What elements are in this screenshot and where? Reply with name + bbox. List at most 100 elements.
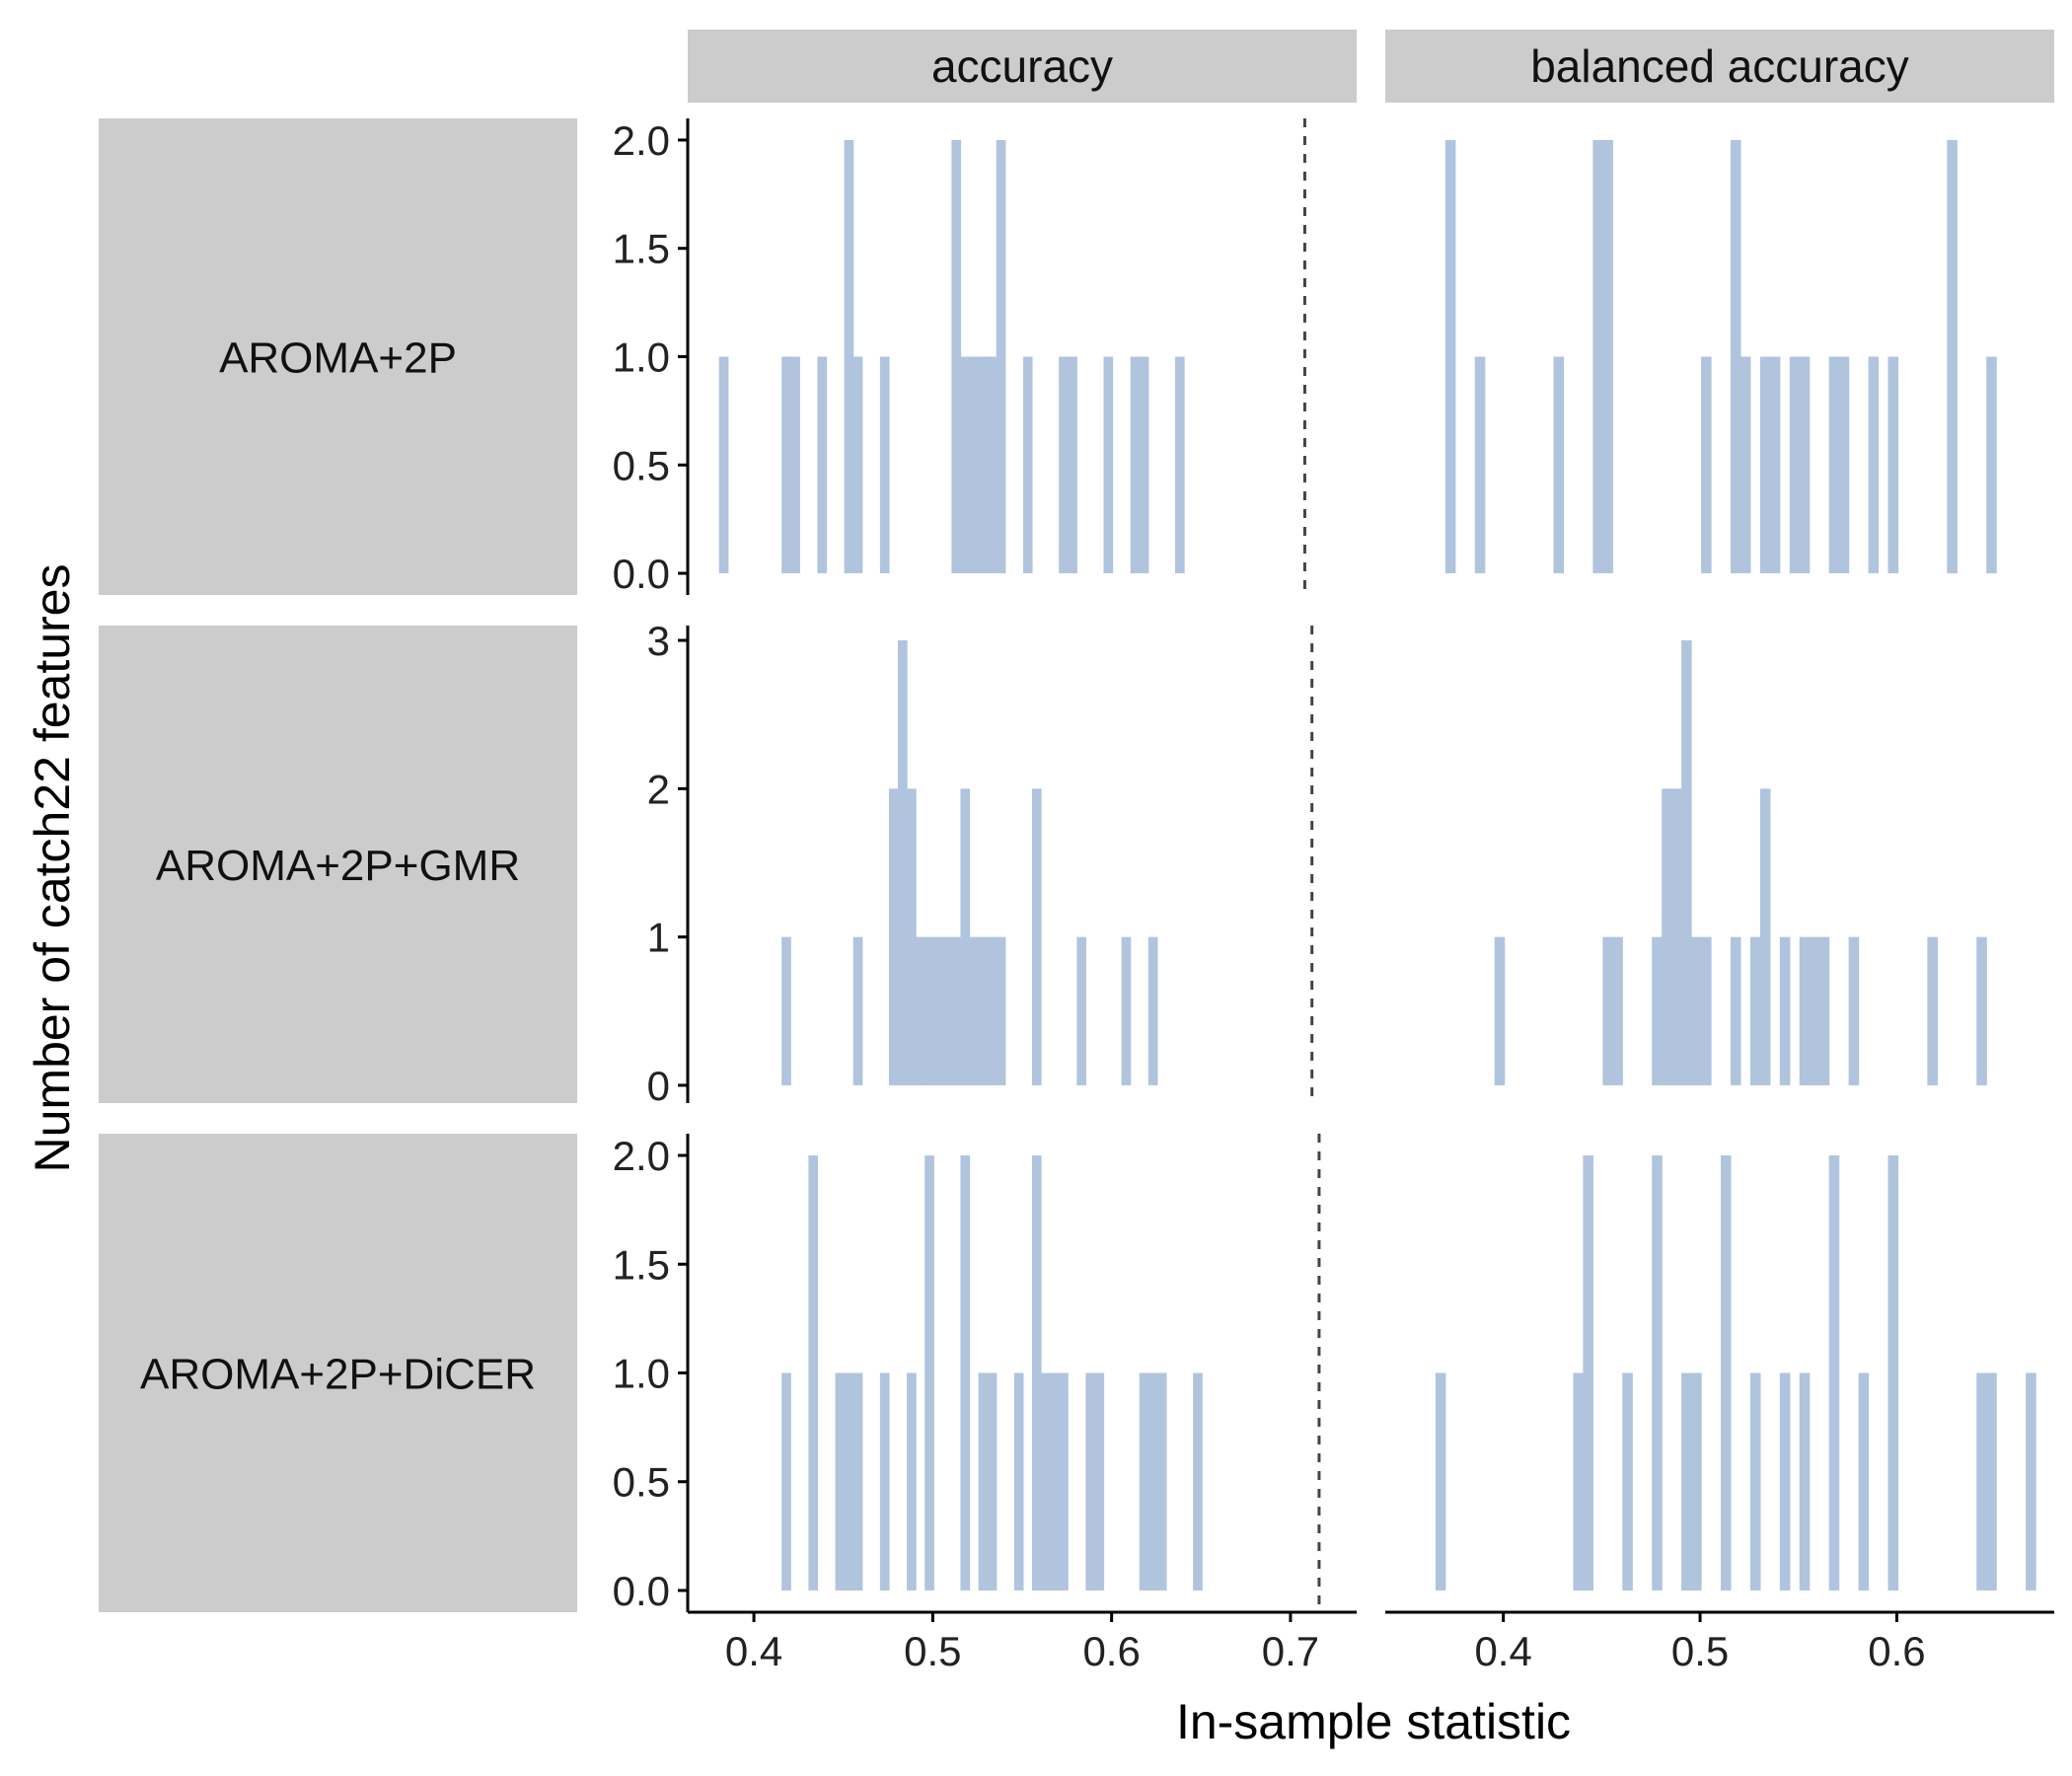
histogram-bar [996,936,1006,1085]
histogram-bar [1121,936,1132,1085]
histogram-bar [969,936,980,1085]
y-axis-title: Number of catch22 features [25,564,80,1173]
histogram-bar [1059,1372,1069,1591]
histogram-bar [1592,139,1603,574]
histogram-bar [1013,1372,1024,1591]
histogram-bar [1085,1372,1096,1591]
histogram-bar [1652,1155,1663,1591]
y-tick-label: 1.0 [613,334,670,381]
histogram-bar [1799,356,1811,574]
histogram-bar [1622,1372,1633,1591]
histogram-bar [907,788,917,1085]
histogram-bar [1759,788,1771,1085]
strip-label-aroma-2p-dicer: AROMA+2P+DiCER [140,1351,536,1399]
histogram-bar [835,1372,846,1591]
histogram-bar [808,1155,819,1591]
histogram-bar [969,356,980,574]
histogram-bar [1050,1372,1060,1591]
histogram-bar [718,356,729,574]
histogram-bar [1031,788,1042,1085]
histogram-bar [1602,139,1613,574]
facet-strips: accuracy balanced accuracy AROMA+2P AROMA+2… [99,30,2054,1612]
histogram-bar [1927,936,1938,1085]
strip-aroma-2p-dicer [99,1134,577,1612]
y-tick-label: 1.5 [613,226,670,272]
histogram-bar [1041,1372,1051,1591]
histogram-bar [879,1372,890,1591]
histogram-bar [1691,936,1702,1085]
histogram-bar [951,139,962,574]
histogram-bar [852,936,863,1085]
histogram-bar [1809,936,1820,1085]
histogram-bar [2026,1372,2036,1591]
histogram-bar [1701,936,1712,1085]
histogram-bar [1848,936,1860,1085]
histogram-bar [852,1372,863,1591]
histogram-bar [1076,936,1086,1085]
panel-aroma-2p-gmr-accuracy: 0 1 2 3 [647,618,1314,1109]
strip-accuracy [688,30,1357,103]
histogram-bar [1691,1372,1702,1591]
histogram-bar [852,356,863,574]
panel-aroma-2p-gmr-balanced-accuracy [1494,640,1987,1085]
panel-aroma-2p-balanced-accuracy [1444,139,1997,574]
histogram-bar [1671,788,1682,1085]
histogram-bar [1103,356,1114,574]
histogram-bar [781,356,791,574]
y-tick-label: 1.0 [613,1351,670,1397]
histogram-bar [1573,1372,1585,1591]
histogram-bar [1828,356,1840,574]
strip-label-aroma-2p: AROMA+2P [219,334,457,383]
histogram-bar [1444,139,1456,574]
y-tick-label: 1 [647,915,670,961]
histogram-bar [781,1372,791,1591]
y-tick-label: 0.5 [613,442,670,488]
histogram-bar [1139,356,1149,574]
histogram-bar [1022,356,1033,574]
histogram-bar [1887,1155,1899,1591]
histogram-bar [1156,1372,1167,1591]
panel-aroma-2p-dicer-balanced-accuracy: 0.4 0.5 0.6 [1385,1155,2054,1674]
strip-aroma-2p [99,118,577,595]
histogram-bar [844,1372,854,1591]
y-tick-label: 1.5 [613,1241,670,1288]
strip-balanced-accuracy [1385,30,2054,103]
histogram-bar [1720,1155,1732,1591]
histogram-bar [1130,356,1141,574]
histogram-bar [978,356,989,574]
histogram-bar [1976,1372,1987,1591]
histogram-bar [925,1155,934,1591]
histogram-bar [879,356,890,574]
x-tick-label: 0.6 [1868,1628,1925,1674]
histogram-bar [1749,1372,1761,1591]
histogram-bar [1730,936,1741,1085]
histogram-bar [960,788,971,1085]
histogram-bar [960,1155,971,1591]
y-tick-label: 0.0 [613,551,670,597]
histogram-bar [1799,936,1811,1085]
histogram-bar [1147,1372,1158,1591]
histogram-bar [996,139,1006,574]
histogram-bar [790,356,800,574]
strip-label-balanced-accuracy: balanced accuracy [1530,40,1909,92]
histogram-bar [1986,1372,1997,1591]
histogram-bar [1553,356,1565,574]
histogram-bar [933,936,943,1085]
histogram-bar [1147,936,1158,1085]
histogram-bar [1779,936,1791,1085]
histogram-bar [1759,356,1771,574]
strip-aroma-2p-gmr [99,626,577,1103]
histogram-bar [942,936,952,1085]
x-tick-label: 0.6 [1082,1628,1140,1674]
y-tick-label: 2.0 [613,117,670,164]
histogram-bar [1779,1372,1791,1591]
histogram-bar [960,356,971,574]
y-tick-label: 3 [647,618,670,664]
strip-label-aroma-2p-gmr: AROMA+2P+GMR [156,842,520,890]
histogram-bar [1435,1372,1446,1591]
histogram-bar [1838,356,1850,574]
histogram-bar [1193,1372,1203,1591]
y-tick-label: 0.5 [613,1459,670,1506]
histogram-bar [1494,936,1506,1085]
